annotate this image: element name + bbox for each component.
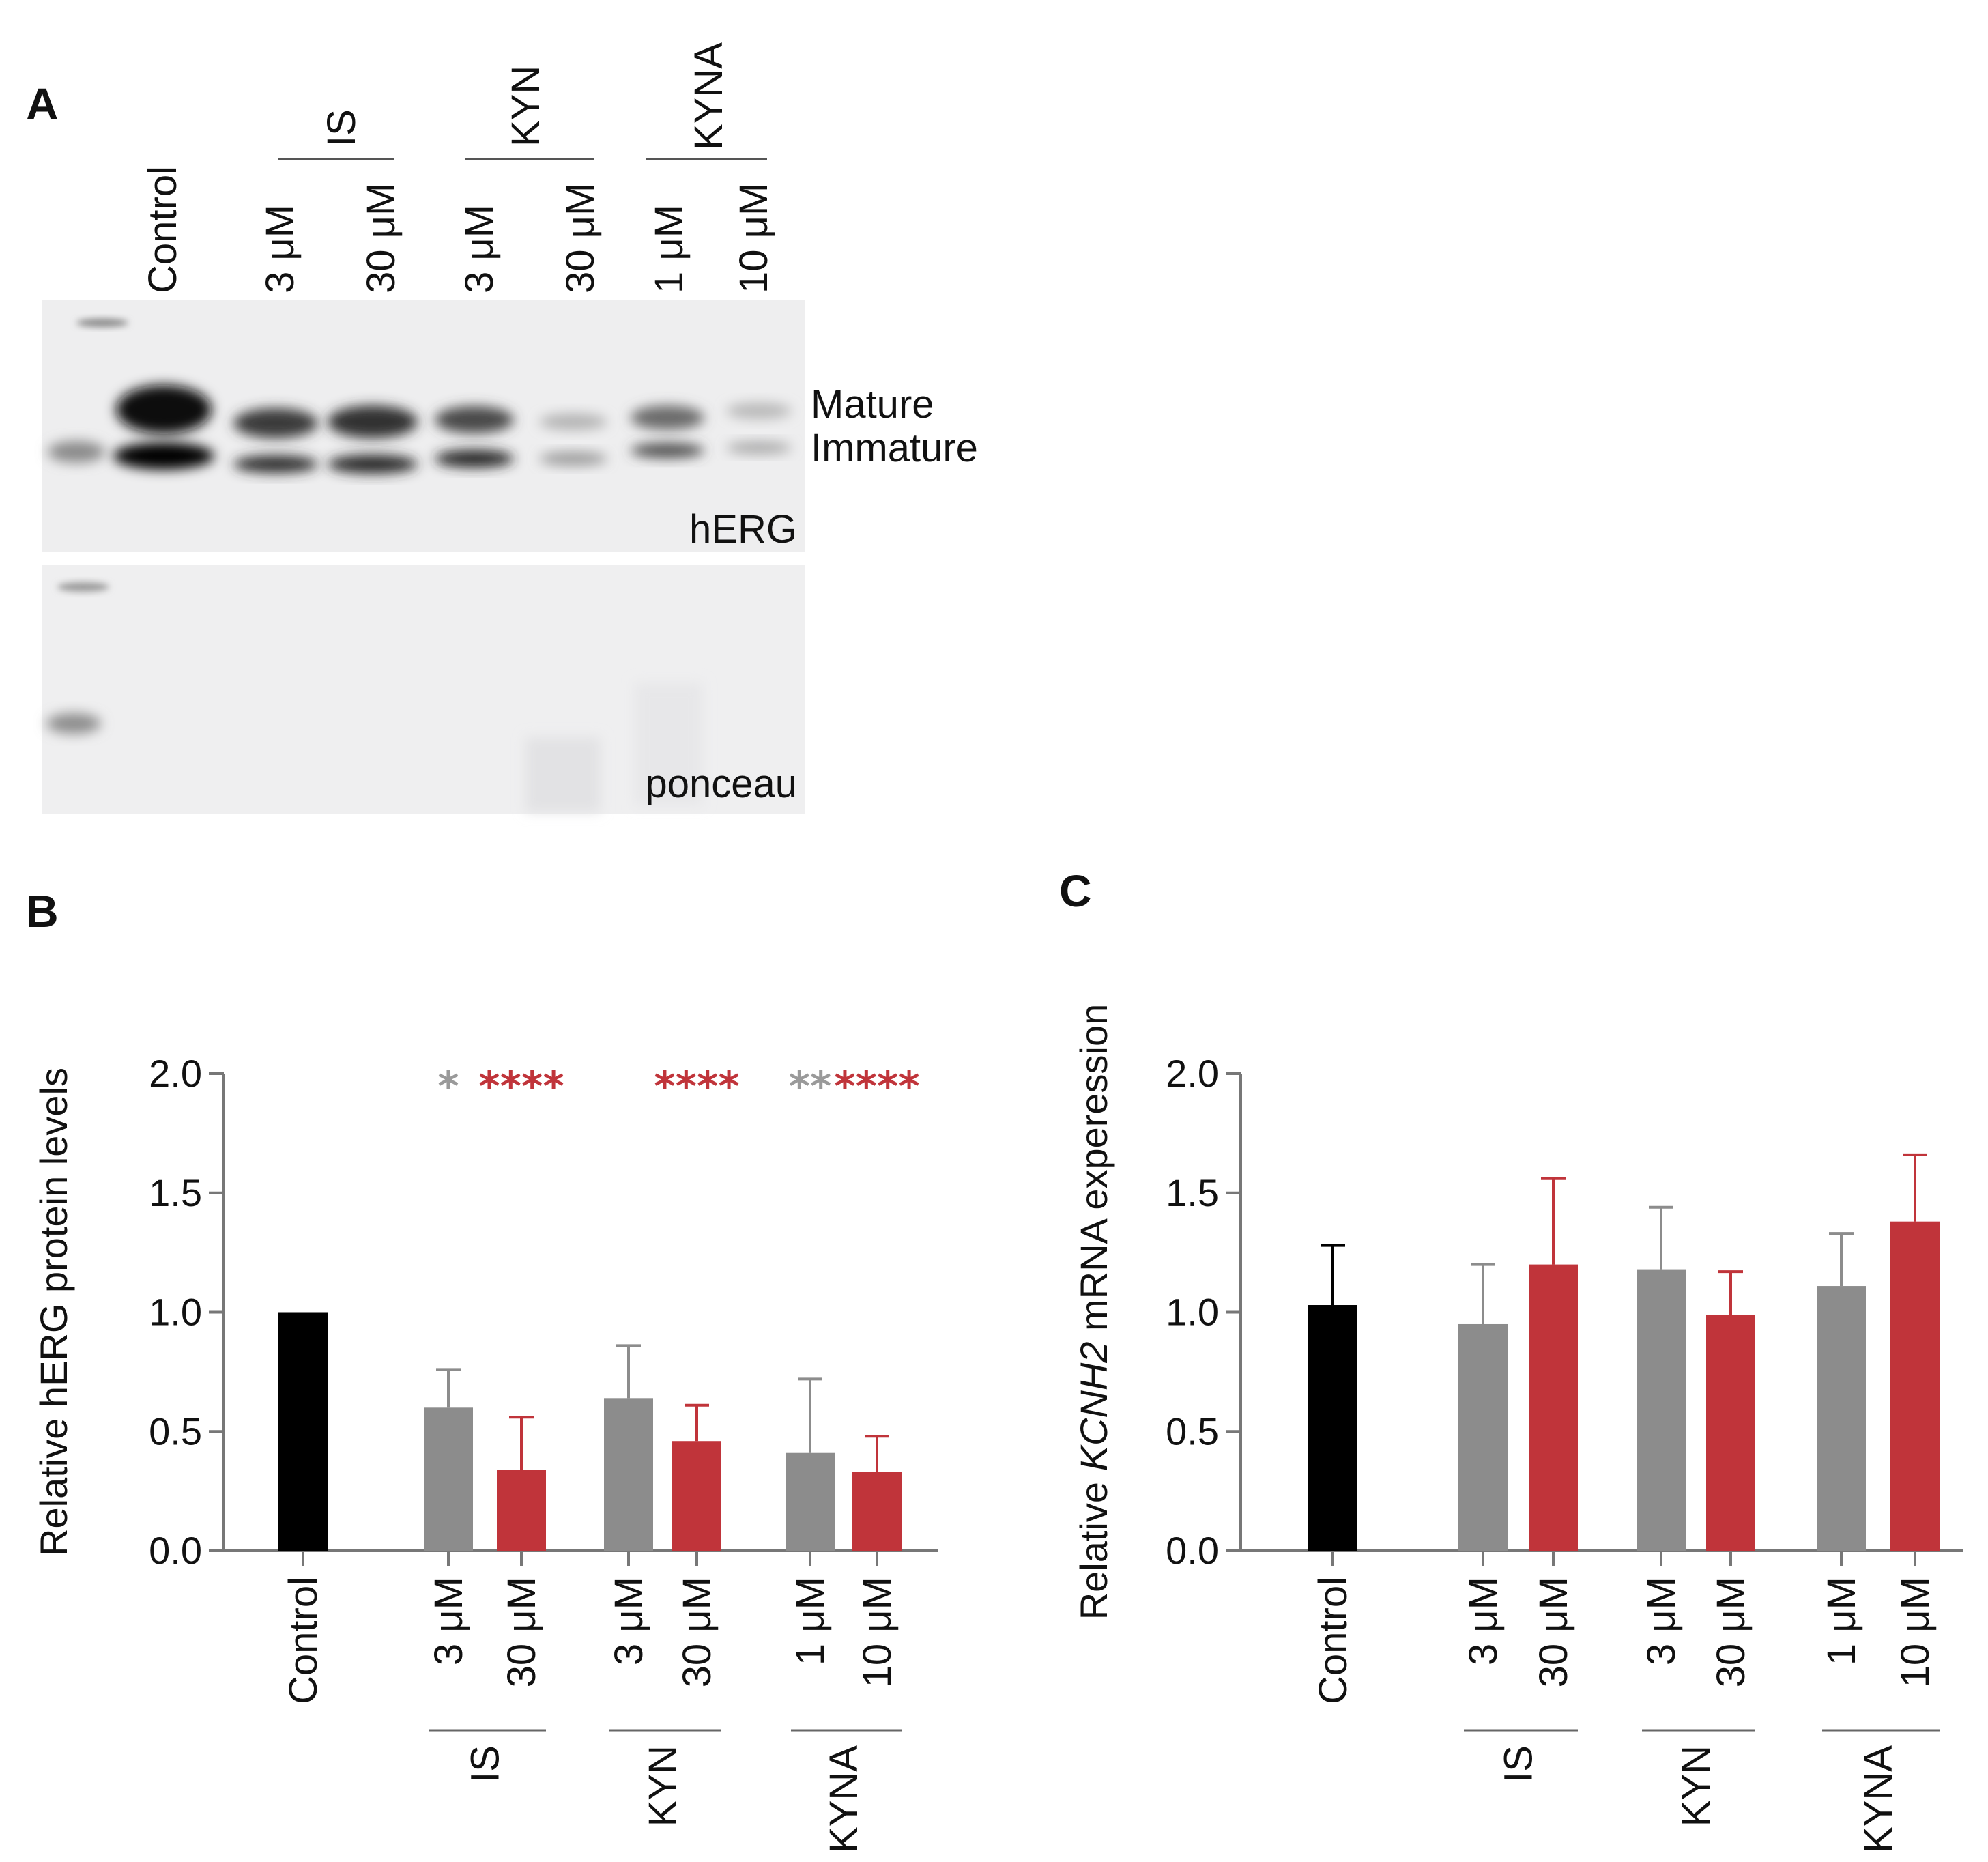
- ladder-band: [76, 319, 128, 327]
- lane-label-kyn-high: 30 μM: [558, 183, 603, 293]
- x-tick-label: Control: [281, 1577, 326, 1704]
- y-axis-title-prefix: Relative: [1072, 1471, 1115, 1620]
- x-tick-label: 30 μM: [1709, 1577, 1753, 1687]
- immature-band-kyna-high: [726, 442, 792, 454]
- y-tick-label: 2.0: [1166, 1052, 1219, 1095]
- x-tick-label: 10 μM: [855, 1577, 899, 1687]
- group-label: KYNA: [1856, 1745, 1901, 1853]
- immature-band-kyna-low: [631, 443, 704, 458]
- immature-band-is-low: [233, 455, 318, 473]
- lane-label-kyna-low: 1 μM: [647, 205, 691, 293]
- group-label-kyn: KYN: [504, 66, 548, 147]
- immature-band-kyn-high: [539, 452, 607, 465]
- bar: [1890, 1221, 1940, 1551]
- y-tick-label: 0.5: [1166, 1409, 1219, 1452]
- y-tick-label: 2.0: [149, 1052, 202, 1095]
- blot-label-herg: hERG: [689, 507, 797, 552]
- y-tick-label: 1.0: [1166, 1291, 1219, 1334]
- bar: [672, 1441, 721, 1551]
- bar: [852, 1472, 902, 1551]
- x-tick-label: 1 μM: [788, 1577, 833, 1665]
- mature-band-kyn-low: [435, 406, 514, 433]
- group-label: KYN: [1674, 1745, 1718, 1827]
- group-label: KYNA: [822, 1745, 866, 1853]
- bar: [604, 1398, 653, 1551]
- panel-b-letter: B: [26, 886, 59, 936]
- mature-band-is-high: [328, 405, 418, 438]
- y-tick-label: 0.0: [1166, 1529, 1219, 1572]
- immature-band-kyn-low: [435, 450, 514, 468]
- group-label: IS: [463, 1745, 508, 1783]
- immature-band-control: [113, 442, 214, 470]
- significance-stars: ****: [654, 1063, 740, 1111]
- x-tick-label: 3 μM: [607, 1577, 651, 1665]
- x-tick-label: Control: [1311, 1577, 1355, 1704]
- lane-label-is-high: 30 μM: [359, 183, 403, 293]
- ladder-band: [46, 713, 101, 734]
- group-label: KYN: [641, 1745, 685, 1827]
- bar: [1308, 1305, 1357, 1551]
- ladder-band: [48, 441, 105, 463]
- bar: [1817, 1286, 1866, 1551]
- band-label-mature: Mature: [811, 382, 934, 427]
- panel-a-letter: A: [26, 78, 59, 129]
- y-axis-title-gene: KCNH2: [1072, 1342, 1115, 1472]
- mature-band-kyna-low: [631, 405, 704, 430]
- lane-label-control: Control: [141, 166, 185, 293]
- bar: [424, 1407, 473, 1551]
- y-tick-label: 1.5: [149, 1171, 202, 1214]
- x-tick-label: 3 μM: [427, 1577, 471, 1665]
- immature-band-is-high: [328, 455, 418, 474]
- x-tick-label: 3 μM: [1639, 1577, 1684, 1665]
- group-label-is: IS: [319, 109, 364, 147]
- mature-band-kyn-high: [539, 414, 607, 430]
- y-tick-label: 0.5: [149, 1409, 202, 1452]
- y-axis-title: Relative hERG protein levels: [32, 1068, 75, 1556]
- group-label: IS: [1497, 1745, 1541, 1783]
- band-label-immature: Immature: [811, 426, 978, 470]
- group-label-kyna: KYNA: [687, 42, 731, 150]
- bar: [278, 1312, 328, 1551]
- lane-label-is-low: 3 μM: [258, 205, 302, 293]
- chart-b: 0.0 0.5 1.0 1.5 2.0 Control 3 μM * 30 μM **** 3 μM…: [32, 1052, 938, 1853]
- ponceau-smear: [635, 683, 703, 805]
- bar: [497, 1470, 546, 1551]
- blot-label-ponceau: ponceau: [645, 762, 797, 806]
- bar: [1706, 1314, 1755, 1551]
- significance-stars: *: [437, 1063, 459, 1111]
- y-axis-title: Relative KCNH2 mRNA experession: [1072, 1004, 1115, 1620]
- chart-c: 0.0 0.5 1.0 1.5 2.0 Control 3 μM 30 μM 3 μM 30 μM…: [1072, 1004, 1963, 1853]
- herg-blot: [42, 300, 805, 552]
- ponceau-smear: [525, 737, 601, 812]
- significance-stars: **: [789, 1063, 832, 1111]
- x-tick-label: 1 μM: [1819, 1577, 1864, 1665]
- lane-label-kyna-high: 10 μM: [732, 183, 776, 293]
- lane-label-kyn-low: 3 μM: [457, 205, 502, 293]
- x-tick-label: 30 μM: [500, 1577, 544, 1687]
- mature-band-kyna-high: [726, 403, 792, 419]
- bar: [786, 1452, 835, 1551]
- x-tick-label: 3 μM: [1461, 1577, 1506, 1665]
- significance-stars: ****: [834, 1063, 920, 1111]
- y-tick-label: 0.0: [149, 1529, 202, 1572]
- x-tick-label: 30 μM: [675, 1577, 719, 1687]
- x-tick-label: 10 μM: [1893, 1577, 1937, 1687]
- y-tick-label: 1.0: [149, 1291, 202, 1334]
- bar: [1458, 1323, 1508, 1551]
- ladder-band: [57, 582, 109, 592]
- bar: [1637, 1269, 1686, 1551]
- ponceau-blot: [42, 565, 805, 814]
- y-axis-title-suffix: mRNA experession: [1072, 1004, 1115, 1342]
- mature-band-is-low: [233, 408, 318, 438]
- y-tick-label: 1.5: [1166, 1171, 1219, 1214]
- bar: [1529, 1264, 1578, 1551]
- panel-c-letter: C: [1059, 865, 1092, 916]
- mature-band-control: [116, 385, 212, 434]
- x-tick-label: 30 μM: [1531, 1577, 1576, 1687]
- significance-stars: ****: [478, 1063, 564, 1111]
